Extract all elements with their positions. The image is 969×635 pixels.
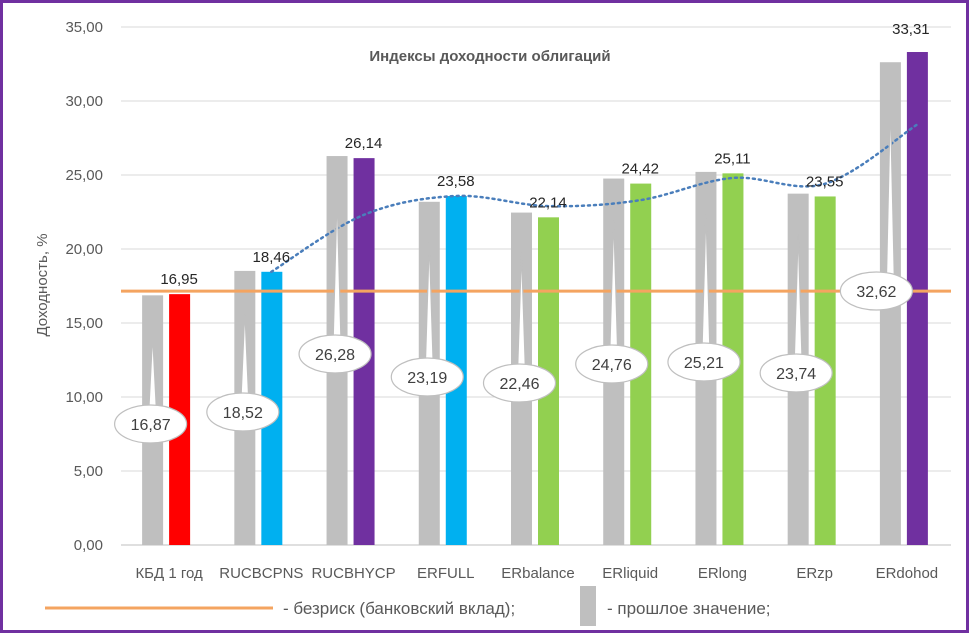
bar-current <box>906 52 928 546</box>
previous-value-callouts: 16,87 18,52 26,28 23,19 22,46 24,76 25,21 23,74… <box>114 102 913 444</box>
callout-bubble <box>759 353 833 393</box>
x-tick-label: RUCBCPNS <box>219 565 303 582</box>
y-tick-label: 20,00 <box>65 241 103 258</box>
chart-title: Индексы доходности облигаций <box>369 48 610 65</box>
data-label: 16,95 <box>160 271 198 288</box>
y-axis-label: Доходность, % <box>34 233 51 336</box>
trend-line-path <box>270 123 919 274</box>
x-tick-label: ERliquid <box>602 565 658 582</box>
data-label: 24,42 <box>621 161 659 178</box>
x-tick-label: КБД 1 год <box>135 565 203 582</box>
callout-label: 26,28 <box>315 347 355 364</box>
legend-previous-swatch <box>580 586 596 626</box>
callout-bubble <box>114 404 188 444</box>
y-tick-label: 15,00 <box>65 315 103 332</box>
y-tick-label: 10,00 <box>65 389 103 406</box>
callout-label: 18,52 <box>223 405 263 422</box>
callout-label: 23,74 <box>776 366 816 383</box>
callout-bubble <box>390 357 464 397</box>
x-axis-ticks: КБД 1 год RUCBCPNS RUCBHYCP ERFULL ERbalance… <box>135 565 938 582</box>
trend-line <box>270 123 919 274</box>
data-label: 23,55 <box>806 173 844 190</box>
data-label: 22,14 <box>529 194 567 211</box>
y-tick-label: 5,00 <box>74 463 103 480</box>
callout-label: 16,87 <box>131 417 171 434</box>
x-tick-label: ERlong <box>698 565 747 582</box>
data-label: 25,11 <box>714 150 750 167</box>
data-label: 23,58 <box>437 173 475 190</box>
callout-bubble <box>482 363 557 403</box>
callout-bubble <box>667 342 741 382</box>
callout-bubble <box>298 334 372 374</box>
callout-bubble <box>839 271 913 311</box>
bond-yield-chart: 0,00 5,00 10,00 15,00 20,00 25,00 30,00 35,00 Д… <box>34 19 951 626</box>
callout-label: 32,62 <box>856 284 896 301</box>
callout-label: 22,46 <box>499 376 539 393</box>
legend: - безриск (банковский вклад); - прошлое … <box>45 586 771 626</box>
y-tick-label: 30,00 <box>65 93 103 110</box>
data-label: 26,14 <box>345 135 383 152</box>
x-tick-label: ERFULL <box>417 565 475 582</box>
x-tick-label: ERdohod <box>876 565 939 582</box>
callout-label: 23,19 <box>407 370 447 387</box>
data-label: 33,31 <box>892 21 930 38</box>
y-tick-label: 35,00 <box>65 19 103 36</box>
y-tick-label: 0,00 <box>74 537 103 554</box>
x-tick-label: ERbalance <box>501 565 574 582</box>
x-tick-label: ERzp <box>796 565 833 582</box>
data-label: 18,46 <box>253 249 291 266</box>
callout-label: 25,21 <box>684 355 724 372</box>
callout-label: 24,76 <box>592 357 632 374</box>
legend-previous-label: - прошлое значение; <box>607 599 771 618</box>
x-tick-label: RUCBHYCP <box>311 565 395 582</box>
legend-riskfree-label: - безриск (банковский вклад); <box>283 599 515 618</box>
current-value-labels: 16,95 18,46 26,14 23,58 22,14 24,42 25,11 23,55… <box>160 21 929 288</box>
y-tick-label: 25,00 <box>65 167 103 184</box>
callout-bubble <box>575 344 649 384</box>
y-axis-ticks: 0,00 5,00 10,00 15,00 20,00 25,00 30,00 35,00 <box>65 19 103 554</box>
callout-bubble <box>206 392 280 432</box>
